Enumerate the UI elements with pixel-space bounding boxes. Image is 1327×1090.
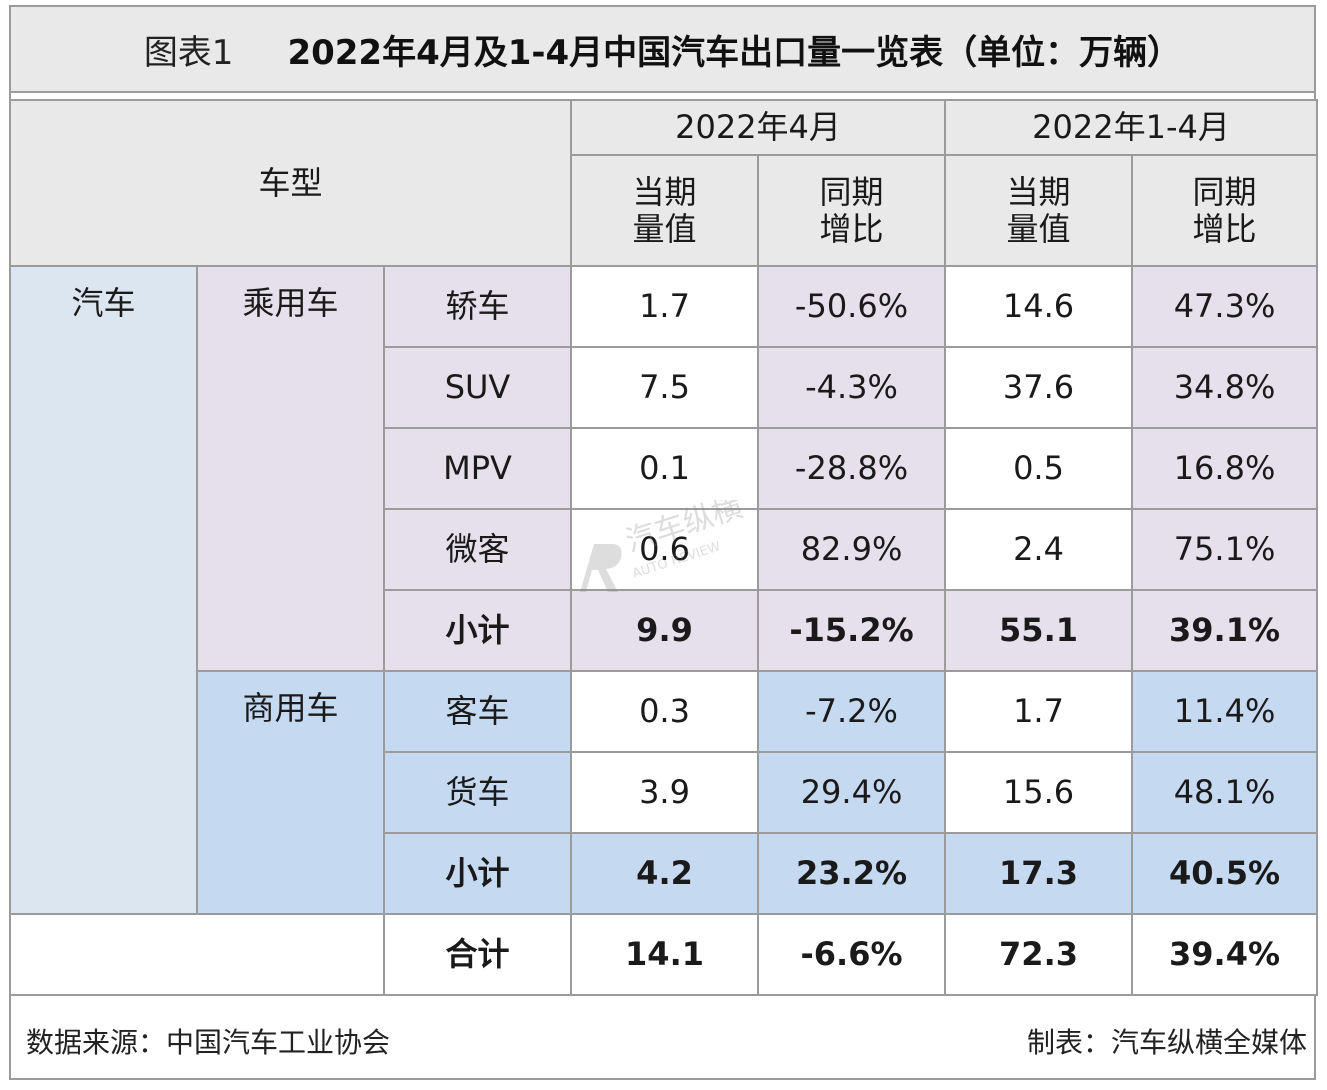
group-passenger: 乘用车	[196, 265, 385, 672]
header-volume-line2: 量值	[1006, 209, 1071, 248]
cell-apr-growth: 23.2%	[757, 832, 947, 915]
cell-ytd-growth: 40.5%	[1131, 832, 1319, 915]
cell-ytd-growth: 34.8%	[1131, 346, 1319, 429]
table-row: 微客 0.6 82.9% 2.4 75.1%	[10, 508, 1319, 591]
cell-ytd-growth: 47.3%	[1131, 265, 1319, 348]
cell-ytd-growth: 39.1%	[1131, 589, 1319, 672]
cell-apr-growth: -15.2%	[757, 589, 947, 672]
cell-apr-growth: -6.6%	[757, 913, 947, 996]
header-ytd-growth: 同期 增比	[1131, 154, 1319, 267]
cell-apr-volume: 9.9	[570, 589, 760, 672]
header-model: 车型	[8, 99, 573, 267]
header-period-jan-apr: 2022年1-4月	[944, 99, 1319, 156]
cell-ytd-growth: 75.1%	[1131, 508, 1319, 591]
cell-ytd-growth: 16.8%	[1131, 427, 1319, 510]
cell-ytd-volume: 1.7	[944, 670, 1134, 753]
group-commercial: 商用车	[196, 670, 385, 915]
header-period-april: 2022年4月	[570, 99, 947, 156]
total-row: 合计 14.1 -6.6% 72.3 39.4%	[9, 913, 1319, 996]
table-row: 商用车 客车 0.3 -7.2% 1.7 11.4%	[10, 670, 1319, 915]
header-ytd-volume: 当期 量值	[944, 154, 1134, 267]
row-type: 客车	[382, 670, 573, 753]
row-type: 轿车	[382, 265, 573, 348]
cell-ytd-growth: 39.4%	[1131, 913, 1319, 996]
cell-ytd-growth: 11.4%	[1131, 670, 1319, 753]
header-growth-line2: 增比	[819, 209, 884, 248]
header-volume-line1: 当期	[1006, 172, 1071, 211]
table-row: 汽车 乘用车 轿车 1.7 -50.6% 14.6 47.3%	[9, 265, 1319, 915]
table-title: 2022年4月及1-4月中国汽车出口量一览表（单位：万辆）	[287, 32, 1182, 73]
cell-ytd-volume: 14.6	[944, 265, 1134, 348]
cell-ytd-volume: 37.6	[944, 346, 1134, 429]
row-type: 货车	[382, 751, 573, 834]
row-type: 微客	[382, 508, 573, 591]
title-bar: 图表1 2022年4月及1-4月中国汽车出口量一览表（单位：万辆）	[9, 5, 1316, 93]
export-table: 车型 2022年4月 2022年1-4月 当期 量值 同期 增比 当期 量值 同期 增比…	[8, 99, 1319, 996]
cell-apr-volume: 0.3	[570, 670, 760, 753]
cell-apr-volume: 0.6	[570, 508, 760, 591]
subtotal-label: 小计	[382, 589, 573, 672]
header-april-volume: 当期 量值	[570, 154, 760, 267]
cell-apr-growth: -28.8%	[757, 427, 947, 510]
cell-apr-volume: 4.2	[570, 832, 760, 915]
total-spacer	[9, 913, 385, 996]
table-row: SUV 7.5 -4.3% 37.6 34.8%	[10, 346, 1319, 429]
header-volume-line1: 当期	[632, 172, 697, 211]
header-growth-line2: 增比	[1192, 209, 1257, 248]
cell-ytd-volume: 0.5	[944, 427, 1134, 510]
cell-ytd-volume: 15.6	[944, 751, 1134, 834]
cell-apr-volume: 1.7	[570, 265, 760, 348]
row-type: SUV	[382, 346, 573, 429]
table-row: 货车 3.9 29.4% 15.6 48.1%	[10, 751, 1319, 834]
cell-apr-volume: 3.9	[570, 751, 760, 834]
group-vehicle: 汽车	[9, 265, 198, 915]
credit-note: 制表：汽车纵横全媒体	[1026, 1026, 1307, 1059]
subtotal-label: 小计	[382, 832, 573, 915]
total-label: 合计	[382, 913, 573, 996]
row-type: MPV	[382, 427, 573, 510]
header-volume-line2: 量值	[632, 209, 697, 248]
subtotal-row-commercial: 小计 4.2 23.2% 17.3 40.5%	[10, 832, 1319, 915]
cell-apr-growth: -4.3%	[757, 346, 947, 429]
cell-ytd-growth: 48.1%	[1131, 751, 1319, 834]
subtotal-row-passenger: 小计 9.9 -15.2% 55.1 39.1%	[10, 589, 1319, 672]
cell-apr-volume: 0.1	[570, 427, 760, 510]
header-growth-line1: 同期	[819, 172, 884, 211]
cell-ytd-volume: 72.3	[944, 913, 1134, 996]
cell-apr-growth: 29.4%	[757, 751, 947, 834]
cell-apr-volume: 14.1	[570, 913, 760, 996]
table-row: MPV 0.1 -28.8% 0.5 16.8%	[10, 427, 1319, 510]
cell-ytd-volume: 55.1	[944, 589, 1134, 672]
source-note: 数据来源：中国汽车工业协会	[26, 1026, 391, 1059]
cell-apr-growth: -7.2%	[757, 670, 947, 753]
cell-ytd-volume: 2.4	[944, 508, 1134, 591]
figure-label: 图表1	[143, 32, 234, 73]
cell-apr-growth: 82.9%	[757, 508, 947, 591]
header-growth-line1: 同期	[1192, 172, 1257, 211]
cell-apr-growth: -50.6%	[757, 265, 947, 348]
header-april-growth: 同期 增比	[757, 154, 947, 267]
cell-apr-volume: 7.5	[570, 346, 760, 429]
cell-ytd-volume: 17.3	[944, 832, 1134, 915]
